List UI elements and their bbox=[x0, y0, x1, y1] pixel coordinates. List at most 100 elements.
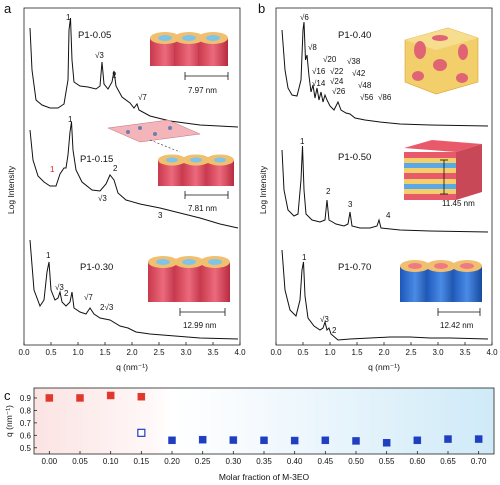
panel-a-xticks: 0.0 0.5 1.0 1.5 2.0 2.5 3.0 3.5 4.0 bbox=[18, 342, 246, 357]
peak-label: 2 bbox=[64, 289, 69, 298]
peak-label: √24 bbox=[330, 77, 344, 86]
data-point bbox=[321, 436, 330, 445]
data-point bbox=[229, 436, 238, 444]
peak-label: √42 bbox=[352, 69, 366, 78]
x-tick-label: 4.0 bbox=[486, 348, 498, 357]
x-tick-label: 1.5 bbox=[99, 348, 111, 357]
d-spacing-label: 12.42 nm bbox=[440, 321, 474, 330]
peak-label: √7 bbox=[84, 293, 93, 302]
peak-label: 3 bbox=[158, 211, 163, 220]
peak-label: 1 bbox=[302, 253, 307, 262]
panel-a: Log Intensity q (nm⁻¹) 0.0 0.5 1.0 1.5 2.0 2.… bbox=[6, 7, 246, 372]
x-tick-label: 4.0 bbox=[234, 348, 246, 357]
x-tick-label: 0.45 bbox=[318, 457, 334, 466]
x-tick-label: 0.25 bbox=[195, 457, 211, 466]
hex-cylinder-schematic-blue bbox=[400, 260, 482, 316]
panel-b-ylabel: Log Intensity bbox=[258, 165, 268, 214]
x-tick-label: 0.00 bbox=[42, 457, 58, 466]
x-tick-label: 0.60 bbox=[410, 457, 426, 466]
peak-label: √3 bbox=[320, 315, 329, 324]
x-tick-label: 0.70 bbox=[471, 457, 487, 466]
peak-label: 1 bbox=[68, 115, 73, 124]
sample-name: P1-0.70 bbox=[338, 262, 371, 273]
peak-label: √7 bbox=[138, 93, 147, 102]
hex-cylinder-schematic-red-3 bbox=[148, 256, 230, 316]
peak-label: √14 bbox=[312, 79, 326, 88]
panel-c-xlabel: Molar fraction of M-3EO bbox=[219, 472, 310, 482]
x-tick-label: 0.5 bbox=[45, 348, 57, 357]
x-tick-label: 0.65 bbox=[440, 457, 456, 466]
data-point bbox=[444, 435, 452, 443]
gyroid-cube-schematic bbox=[404, 27, 479, 95]
peak-label: 1 bbox=[66, 13, 71, 22]
y-tick-label: 0.7 bbox=[20, 419, 32, 428]
x-tick-label: 1.0 bbox=[324, 348, 336, 357]
panel-c-background bbox=[34, 388, 494, 454]
panel-b: Log Intensity q (nm⁻¹) 0.0 0.5 1.0 1.5 2.0 2.… bbox=[258, 7, 498, 372]
d-spacing-label: 11.45 nm bbox=[442, 199, 475, 208]
x-tick-label: 0.0 bbox=[270, 348, 282, 357]
peak-label: 2 bbox=[112, 71, 117, 80]
x-tick-label: 0.10 bbox=[103, 457, 119, 466]
y-tick-label: 0.5 bbox=[20, 444, 32, 453]
x-tick-label: 2.0 bbox=[126, 348, 138, 357]
x-tick-label: 0.5 bbox=[297, 348, 309, 357]
peak-label: √3 bbox=[95, 51, 104, 60]
x-tick-label: 0.55 bbox=[379, 457, 395, 466]
x-tick-label: 0.15 bbox=[134, 457, 150, 466]
trace-p1-0.40 bbox=[281, 21, 489, 127]
peak-label: √56 bbox=[360, 93, 374, 102]
peak-label: √16 bbox=[312, 67, 326, 76]
y-tick-label: 0.6 bbox=[20, 431, 32, 440]
peak-label: √26 bbox=[332, 87, 346, 96]
lamellar-schematic bbox=[404, 140, 482, 200]
trace-p1-0.05 bbox=[29, 17, 239, 128]
data-point-hollow bbox=[137, 428, 146, 437]
panel-a-xlabel: q (nm⁻¹) bbox=[116, 362, 148, 372]
peak-label: √20 bbox=[323, 55, 337, 64]
x-tick-label: 1.0 bbox=[72, 348, 84, 357]
x-tick-label: 0.20 bbox=[164, 457, 180, 466]
peak-label: √6 bbox=[300, 13, 309, 22]
peak-label: 3 bbox=[348, 200, 353, 209]
peak-label: √8 bbox=[308, 43, 317, 52]
x-tick-label: 0.35 bbox=[256, 457, 272, 466]
peak-label: 4 bbox=[386, 211, 391, 220]
peak-label: 2√3 bbox=[100, 303, 114, 312]
data-point bbox=[413, 436, 422, 445]
panel-a-ylabel: Log Intensity bbox=[6, 165, 16, 214]
peak-label: √3 bbox=[98, 194, 107, 203]
x-tick-label: 1.5 bbox=[351, 348, 363, 357]
sample-name: P1-0.50 bbox=[338, 152, 371, 163]
peak-label: 1 bbox=[46, 251, 51, 260]
peak-label: √3 bbox=[55, 283, 64, 292]
x-tick-label: 3.0 bbox=[180, 348, 192, 357]
data-point bbox=[106, 391, 115, 400]
data-point bbox=[290, 436, 299, 445]
sample-name: P1-0.40 bbox=[338, 30, 371, 41]
data-point bbox=[45, 394, 54, 402]
trace-p1-0.50 bbox=[281, 145, 489, 233]
sample-name: P1-0.30 bbox=[80, 262, 113, 273]
peak-label-red: 1 bbox=[50, 165, 55, 174]
x-tick-label: 2.0 bbox=[378, 348, 390, 357]
trace-p1-0.70 bbox=[281, 249, 489, 341]
x-tick-label: 3.5 bbox=[459, 348, 471, 357]
data-point bbox=[260, 436, 268, 445]
x-tick-label: 2.5 bbox=[405, 348, 417, 357]
hex-cylinder-schematic-red bbox=[150, 32, 229, 80]
data-point bbox=[382, 439, 391, 447]
d-spacing-label: 7.97 nm bbox=[188, 86, 217, 95]
panel-letter-b: b bbox=[258, 1, 265, 16]
sample-name: P1-0.05 bbox=[78, 30, 111, 41]
peak-label: √86 bbox=[378, 93, 392, 102]
data-point bbox=[76, 394, 84, 402]
x-tick-label: 3.5 bbox=[207, 348, 219, 357]
x-tick-label: 2.5 bbox=[153, 348, 165, 357]
d-spacing-label: 7.81 nm bbox=[188, 204, 217, 213]
data-point bbox=[168, 436, 176, 445]
peak-label: 2 bbox=[332, 326, 337, 335]
panel-letter-a: a bbox=[4, 1, 12, 16]
x-tick-label: 0.0 bbox=[18, 348, 30, 357]
